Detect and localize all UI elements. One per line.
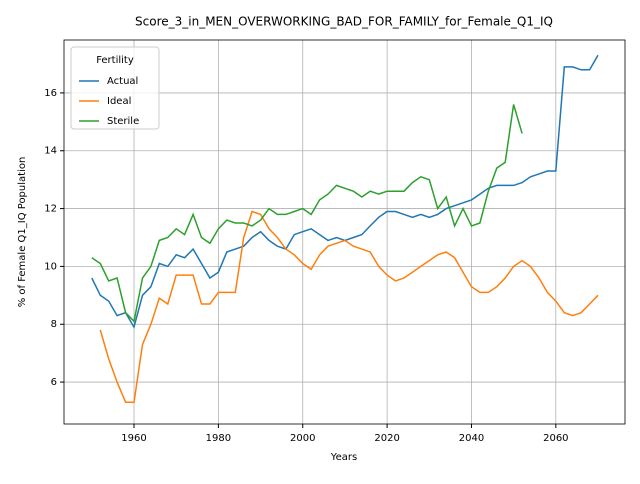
y-tick-label: 16 — [44, 88, 57, 99]
y-axis-label: % of Female Q1_IQ Population — [17, 157, 28, 308]
legend-label: Ideal — [107, 96, 131, 107]
legend-label: Actual — [107, 76, 138, 87]
plot-frame — [63, 39, 626, 425]
chart-title: Score_3_in_MEN_OVERWORKING_BAD_FOR_FAMIL… — [135, 15, 553, 29]
x-tick-label: 2040 — [459, 433, 484, 444]
legend-box — [70, 46, 160, 130]
y-tick-label: 10 — [44, 261, 57, 272]
x-axis-label: Years — [330, 452, 357, 463]
x-tick-label: 2060 — [543, 433, 568, 444]
x-tick-label: 1980 — [206, 433, 231, 444]
y-tick-label: 12 — [44, 204, 57, 215]
line — [91, 104, 523, 323]
x-tick-label: 2000 — [290, 433, 315, 444]
legend-label: Sterile — [107, 116, 139, 127]
line — [99, 210, 599, 404]
x-tick-label: 1960 — [121, 433, 146, 444]
x-tick-label: 2020 — [374, 433, 399, 444]
y-tick-label: 8 — [51, 319, 57, 330]
y-tick-label: 14 — [44, 146, 57, 157]
legend-title: Fertility — [96, 55, 134, 66]
y-tick-label: 6 — [51, 377, 57, 388]
line — [91, 54, 599, 330]
